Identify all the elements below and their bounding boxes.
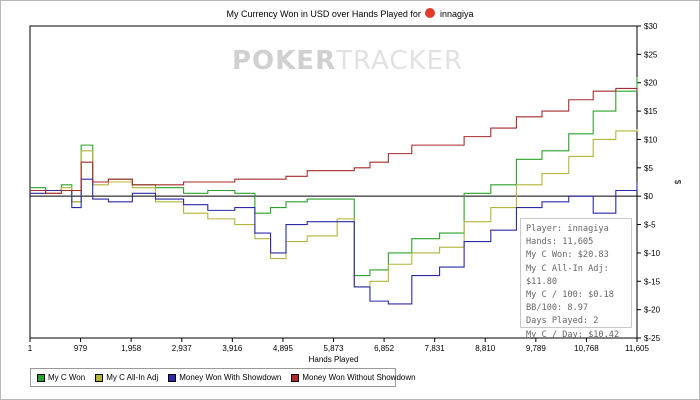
x-axis-label: Hands Played xyxy=(309,355,359,364)
y-tick-label: $-25 xyxy=(644,334,661,343)
x-tick-label: 1 xyxy=(28,344,33,353)
x-tick-label: 979 xyxy=(74,344,88,353)
stat-bb-100: BB/100: 8.97 xyxy=(526,303,589,314)
stat-player: Player: innagiya xyxy=(526,224,609,234)
y-tick-label: $5 xyxy=(644,164,653,173)
y-tick-label: $-15 xyxy=(644,277,661,286)
x-tick-label: 2,937 xyxy=(172,344,193,353)
legend: My C Won My C All-In Adj Money Won With … xyxy=(30,368,416,387)
y-tick-label: $15 xyxy=(644,107,658,116)
y-tick-label: $0 xyxy=(644,192,653,201)
x-tick-label: 5,873 xyxy=(323,344,344,353)
series-line-3 xyxy=(30,87,638,194)
y-tick-label: $10 xyxy=(644,135,658,144)
legend-swatch xyxy=(291,373,300,382)
stats-box: Player: innagiya Hands: 11,605 My C Won:… xyxy=(520,218,632,340)
y-tick-label: $-10 xyxy=(644,249,661,258)
stat-hands: Hands: 11,605 xyxy=(526,237,594,248)
stat-days-played: Days Played: 2 xyxy=(526,316,599,327)
x-tick-label: 3,916 xyxy=(222,344,243,353)
stat-all-in-adj: My C All-In Adj: $11.80 xyxy=(526,263,609,287)
y-tick-label: $-20 xyxy=(644,306,661,315)
x-tick-label: 11,605 xyxy=(625,344,649,353)
stat-my-c-won: My C Won: $20.83 xyxy=(526,250,609,261)
y-axis-label: $ xyxy=(673,180,682,185)
series-line-2 xyxy=(30,178,638,305)
x-tick-label: 4,895 xyxy=(273,344,294,353)
legend-item-my-c-won: My C Won xyxy=(37,373,85,382)
pokertracker-watermark: POKERTRACKER xyxy=(232,46,464,76)
stat-per-100: My C / 100: $0.18 xyxy=(526,290,614,301)
y-tick-label: $25 xyxy=(644,50,658,59)
x-tick-label: 10,768 xyxy=(574,344,599,353)
legend-item-without-showdown: Money Won Without Showdown xyxy=(291,373,416,382)
legend-item-with-showdown: Money Won With Showdown xyxy=(168,373,281,382)
legend-item-all-in-adj: My C All-In Adj xyxy=(95,373,158,382)
x-tick-label: 8,810 xyxy=(475,344,496,353)
chart-title-text: My Currency Won in USD over Hands Played… xyxy=(226,9,421,19)
x-tick-label: 9,789 xyxy=(526,344,547,353)
poker-chip-icon xyxy=(425,8,436,18)
legend-swatch xyxy=(37,373,45,382)
player-name: innagiya xyxy=(439,9,474,19)
chart-title: My Currency Won in USD over Hands Played… xyxy=(0,8,700,19)
x-tick-label: 1,958 xyxy=(121,344,142,353)
y-tick-label: $-5 xyxy=(644,221,656,230)
x-tick-label: 6,852 xyxy=(374,344,395,353)
stat-per-day: My C / Day: $10.42 xyxy=(526,329,620,340)
y-tick-label: $30 xyxy=(644,22,658,31)
legend-swatch xyxy=(168,373,177,382)
legend-swatch xyxy=(95,373,104,382)
x-tick-label: 7,831 xyxy=(425,344,446,353)
y-tick-label: $20 xyxy=(644,79,658,88)
